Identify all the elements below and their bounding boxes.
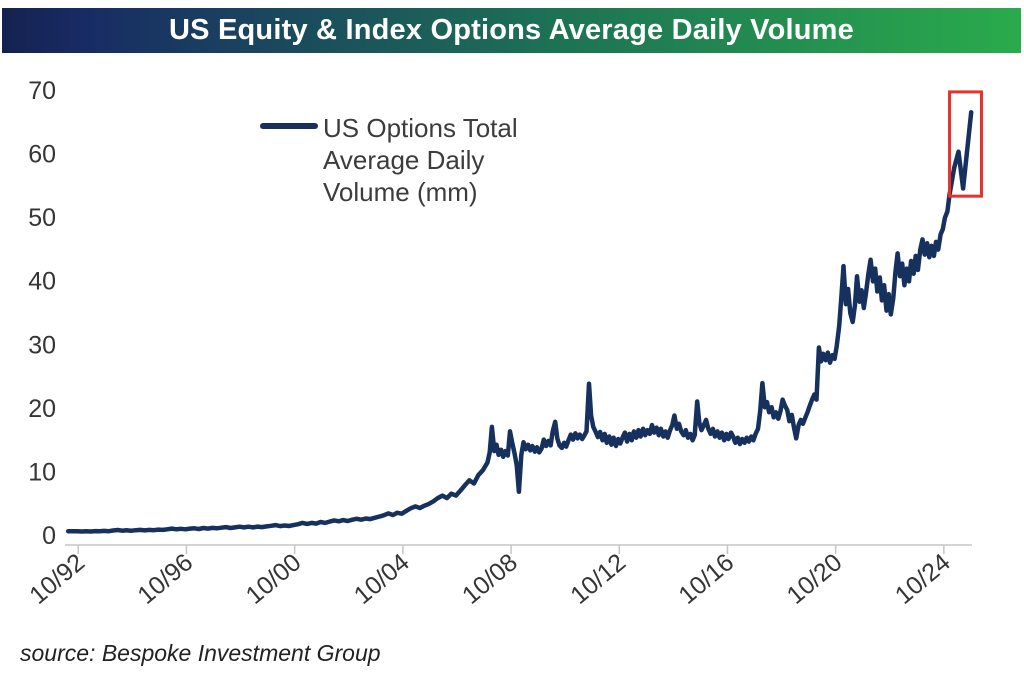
x-tick-label: 10/00	[241, 548, 307, 610]
x-tick-label: 10/04	[349, 548, 415, 610]
volume-line-series	[65, 110, 974, 534]
y-tick-label: 70	[28, 77, 56, 105]
y-tick-label: 50	[28, 204, 56, 232]
y-tick-label: 30	[28, 331, 56, 359]
x-tick-label: 10/20	[782, 548, 848, 610]
chart-title: US Equity & Index Options Average Daily …	[169, 14, 854, 46]
y-tick-label: 40	[28, 268, 56, 296]
y-tick-label: 0	[42, 522, 56, 550]
legend-label-line2: Average Daily	[323, 145, 485, 175]
legend-line-swatch	[260, 123, 318, 129]
legend-label-line1: US Options Total	[323, 113, 518, 143]
x-tick-label: 10/24	[890, 548, 956, 610]
x-tick-label: 10/12	[565, 548, 631, 610]
legend: US Options Total Average Daily Volume (m…	[260, 112, 518, 208]
x-tick-label: 10/16	[673, 548, 739, 610]
y-tick-label: 10	[28, 458, 56, 486]
legend-label-line3: Volume (mm)	[323, 177, 478, 207]
chart-title-bar: US Equity & Index Options Average Daily …	[2, 8, 1021, 53]
x-tick-label: 10/08	[457, 548, 523, 610]
legend-label: US Options Total Average Daily Volume (m…	[323, 112, 518, 208]
source-credit: source: Bespoke Investment Group	[20, 640, 381, 666]
highlight-box	[948, 90, 983, 198]
x-tick-label: 10/92	[24, 548, 90, 610]
y-tick-label: 60	[28, 141, 56, 169]
x-tick-label: 10/96	[132, 548, 198, 610]
y-tick-label: 20	[28, 395, 56, 423]
